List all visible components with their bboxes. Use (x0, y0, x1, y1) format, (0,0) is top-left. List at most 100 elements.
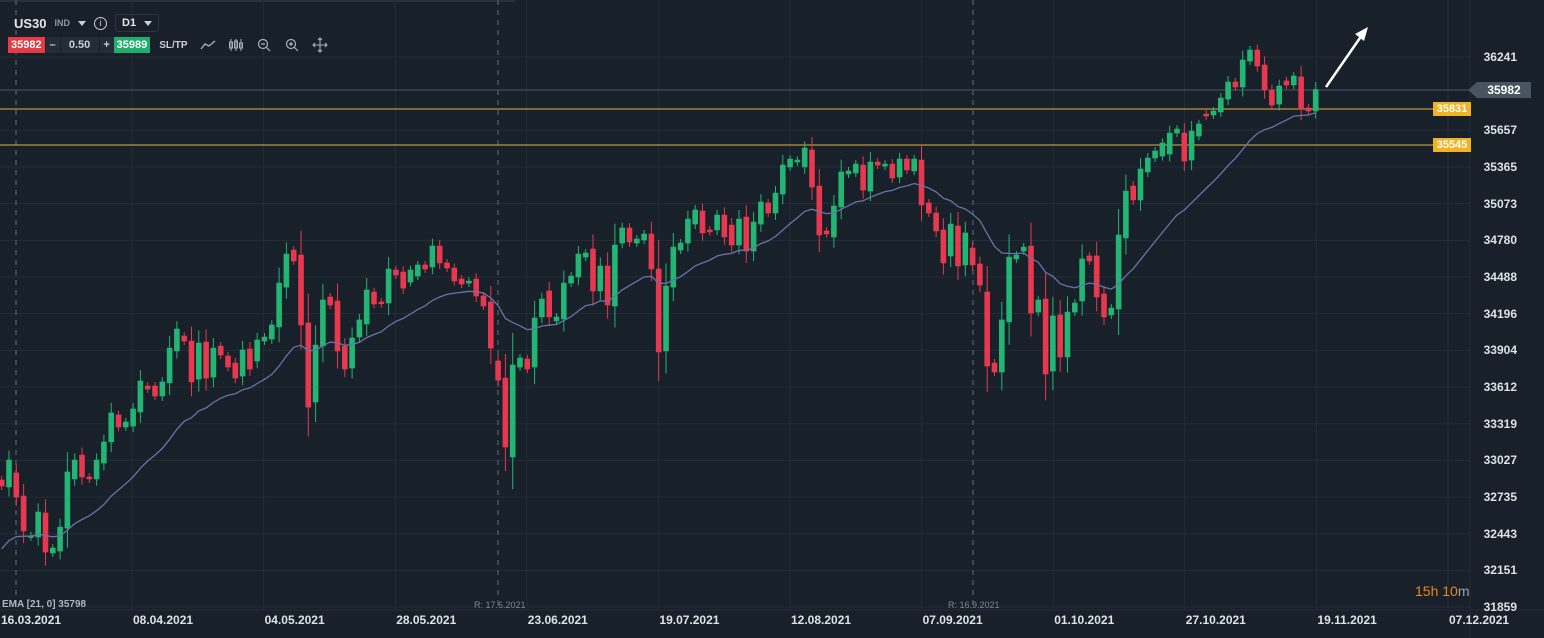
candle-bearish (1028, 245, 1034, 314)
candle-bullish (312, 344, 319, 403)
lot-decrease-button[interactable]: – (44, 37, 60, 53)
candle-bullish (852, 163, 859, 174)
candle-bearish (626, 227, 633, 243)
candle-bullish (867, 161, 874, 192)
candle-bullish (1210, 110, 1217, 116)
timeframe-select[interactable]: D1 (115, 14, 160, 32)
candle-bearish (925, 202, 932, 214)
candle-bearish (1057, 314, 1063, 358)
candle-bullish (57, 526, 63, 552)
candle-bearish (327, 296, 334, 306)
candle-bearish (889, 163, 896, 179)
candle-bullish (911, 158, 918, 172)
candle-bearish (225, 355, 231, 368)
candle-bullish (35, 511, 42, 538)
candle-bullish (1013, 254, 1020, 260)
arrow-head-icon (1355, 27, 1368, 41)
candle-bearish (969, 247, 976, 266)
candle-bearish (79, 454, 85, 478)
candle-bearish (860, 164, 866, 191)
candle-bearish (495, 360, 501, 381)
y-tick-label: 32735 (1483, 490, 1517, 505)
candle-bearish (874, 161, 881, 166)
candle-bullish (1035, 299, 1042, 313)
candle-bullish (1145, 157, 1151, 173)
candle-bullish (517, 357, 523, 368)
candle-bullish (677, 242, 684, 251)
candle-bullish (239, 349, 246, 377)
candle-bullish (568, 275, 574, 284)
zoom-out-icon[interactable] (256, 38, 272, 52)
candle-bearish (918, 159, 925, 206)
candle-bullish (560, 282, 567, 320)
candle-bullish (196, 342, 202, 380)
candle-bullish (882, 163, 888, 167)
candle-bullish (1225, 81, 1231, 100)
x-tick-label: 08.04.2021 (133, 613, 194, 627)
ema-indicator-label[interactable]: EMA [21, 0] 35798 (2, 599, 87, 610)
level-tag-1[interactable]: 35831 (1433, 102, 1471, 116)
candle-bullish (254, 339, 260, 362)
candle-bearish (955, 225, 961, 267)
candle-bullish (633, 238, 640, 244)
sltp-button[interactable]: SL/TP (159, 39, 188, 51)
candle-bearish (393, 269, 399, 276)
candle-bullish (758, 201, 764, 225)
y-tick-label: 34780 (1483, 233, 1517, 248)
candle-bearish (378, 301, 385, 305)
candlestick-icon[interactable] (228, 38, 244, 52)
candle-bullish (750, 221, 757, 252)
candle-bearish (203, 341, 209, 379)
candle-bearish (341, 345, 348, 370)
candle-bearish (590, 248, 596, 292)
candle-bearish (765, 202, 772, 214)
x-tick-label: 27.10.2021 (1185, 613, 1246, 627)
x-tick-label: 07.12.2021 (1449, 613, 1510, 627)
candle-bearish (152, 385, 158, 397)
lot-increase-button[interactable]: + (98, 37, 114, 53)
current-price-tag: 35982 (1468, 82, 1531, 98)
level-tag-2[interactable]: 35545 (1433, 138, 1471, 152)
sell-button[interactable]: 35982 (8, 37, 45, 53)
candle-bullish (1006, 256, 1012, 323)
candle-bearish (1093, 255, 1100, 298)
countdown-suffix: m (1457, 583, 1470, 599)
candle-bearish (422, 264, 428, 270)
candle-bearish (977, 263, 983, 286)
x-tick-label: 12.08.2021 (791, 613, 852, 627)
lot-size-input[interactable]: 0.50 (59, 37, 99, 53)
symbol-dropdown-icon[interactable] (78, 20, 87, 26)
candle-bullish (1276, 85, 1282, 105)
candle-bullish (612, 244, 618, 307)
candle-bearish (181, 335, 187, 342)
candle-bullish (1152, 150, 1158, 159)
candle-bearish (699, 210, 706, 234)
zoom-in-icon[interactable] (284, 38, 300, 52)
buy-button[interactable]: 35989 (113, 37, 151, 53)
candle-bullish (1064, 311, 1071, 358)
x-tick-label: 19.07.2021 (659, 613, 720, 627)
candle-bullish (1239, 59, 1246, 88)
top-strip (0, 0, 515, 2)
candle-bearish (20, 495, 27, 532)
candle-bullish (838, 171, 845, 208)
candle-bearish (1101, 293, 1107, 318)
candle-bearish (400, 271, 407, 289)
symbol-toolbar: US30 IND i D1 (8, 14, 160, 32)
candle-bearish (42, 512, 49, 553)
symbol-type: IND (54, 18, 71, 28)
y-tick-label: 35073 (1483, 196, 1517, 211)
info-icon[interactable]: i (94, 16, 108, 30)
candle-bullish (174, 328, 180, 352)
candle-bearish (728, 224, 735, 246)
move-icon[interactable] (311, 37, 328, 53)
candle-bearish (188, 340, 195, 383)
candle-bullish (779, 164, 786, 195)
candle-bullish (685, 218, 691, 244)
y-tick-label: 34488 (1483, 270, 1517, 285)
candle-bearish (1261, 64, 1268, 91)
countdown-value: 15h 10 (1415, 583, 1458, 599)
candle-bullish (407, 269, 414, 283)
line-chart-icon[interactable] (200, 38, 216, 52)
